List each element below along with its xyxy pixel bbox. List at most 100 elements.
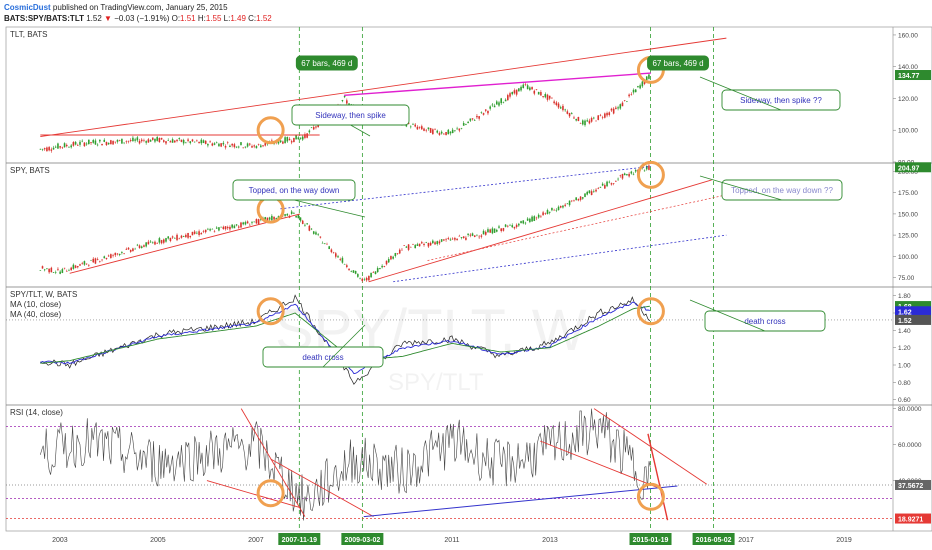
- candle-body: [79, 141, 81, 145]
- candle-body: [617, 107, 619, 109]
- trend-line: [368, 179, 712, 283]
- candle-body: [427, 242, 430, 247]
- candle-body: [260, 145, 262, 148]
- candle-body: [458, 235, 461, 237]
- candle-body: [48, 268, 50, 273]
- candle-body: [573, 200, 575, 202]
- candle-body: [118, 253, 121, 255]
- publish-line: CosmicDust published on TradingView.com,…: [4, 3, 228, 12]
- candle-body: [511, 92, 514, 95]
- candle-body: [478, 116, 480, 119]
- candle-body: [398, 249, 401, 254]
- candle-body: [414, 124, 416, 127]
- candle-body: [61, 269, 64, 273]
- y-axis-tick: 200.00: [898, 169, 918, 176]
- candle-body: [515, 89, 518, 95]
- candle-body: [224, 145, 227, 148]
- candle-body: [634, 169, 637, 172]
- y-axis-tick: 125.00: [898, 233, 918, 240]
- candle-body: [39, 270, 42, 271]
- candle-body: [147, 241, 150, 245]
- y-axis-tick: 100.00: [898, 254, 918, 261]
- candle-body: [96, 144, 99, 146]
- candle-body: [361, 278, 364, 281]
- candle-body: [226, 142, 229, 144]
- candle-body: [101, 259, 103, 261]
- candle-body: [570, 113, 573, 115]
- plot-frame: [5, 26, 932, 532]
- candle-body: [619, 104, 622, 109]
- candle-body: [125, 141, 128, 143]
- candle-body: [220, 143, 222, 147]
- candle-body: [246, 143, 249, 147]
- candle-body: [176, 139, 178, 142]
- candle-body: [502, 101, 505, 103]
- candle-body: [588, 120, 591, 124]
- candle-body: [500, 98, 503, 104]
- candle-body: [604, 185, 606, 189]
- candle-body: [156, 137, 158, 141]
- candle-body: [90, 142, 92, 144]
- candle-body: [515, 224, 518, 228]
- candle-body: [537, 214, 540, 218]
- candle-body: [215, 142, 218, 144]
- rsi-line: [40, 408, 651, 521]
- candle-body: [76, 145, 79, 146]
- author-link[interactable]: CosmicDust: [4, 3, 51, 12]
- candle-body: [507, 225, 509, 227]
- candle-body: [562, 105, 564, 111]
- candle-body: [385, 260, 388, 265]
- candle-body: [229, 145, 231, 148]
- candle-body: [315, 126, 317, 128]
- candle-body: [584, 193, 586, 197]
- candle-body: [317, 234, 319, 235]
- tlt-last-badge: 134.77: [898, 73, 920, 80]
- candle-body: [507, 95, 509, 101]
- candle-body: [151, 242, 154, 244]
- candle-body: [262, 145, 264, 147]
- candle-body: [249, 224, 251, 226]
- candle-body: [368, 276, 370, 281]
- candle-body: [542, 212, 544, 216]
- candle-body: [531, 87, 533, 90]
- candle-body: [604, 113, 606, 118]
- candle-body: [330, 249, 333, 253]
- candle-body: [577, 116, 580, 121]
- candle-body: [471, 118, 474, 120]
- candle-body: [92, 140, 95, 143]
- candle-body: [599, 114, 602, 116]
- watermark-subtext: SPY/TLT: [388, 369, 484, 396]
- candle-body: [110, 140, 112, 145]
- candle-body: [237, 226, 240, 228]
- candle-body: [240, 222, 242, 228]
- candle-body: [83, 261, 86, 265]
- candle-body: [581, 120, 584, 125]
- candle-body: [156, 242, 158, 244]
- candle-body: [482, 230, 485, 235]
- candle-body: [480, 235, 483, 237]
- candle-body: [176, 234, 178, 241]
- candle-body: [171, 139, 174, 143]
- candle-body: [390, 256, 392, 260]
- candle-body: [568, 113, 571, 117]
- candle-body: [295, 216, 297, 218]
- candle-body: [544, 213, 547, 214]
- candle-body: [189, 235, 192, 238]
- candle-body: [405, 246, 408, 248]
- candle-body: [409, 126, 412, 128]
- candle-body: [271, 215, 273, 221]
- candle-body: [586, 120, 589, 122]
- candle-body: [57, 143, 59, 149]
- candle-body: [101, 143, 103, 146]
- candle-body: [533, 90, 536, 94]
- candle-body: [599, 186, 602, 188]
- candle-body: [315, 232, 317, 235]
- y-axis-tick: 0.60: [898, 397, 911, 404]
- candle-body: [593, 117, 595, 119]
- candle-body: [555, 209, 558, 211]
- candle-body: [282, 141, 284, 144]
- x-axis-tick: 2005: [150, 537, 166, 544]
- candle-body: [88, 139, 90, 145]
- candle-body: [645, 76, 648, 81]
